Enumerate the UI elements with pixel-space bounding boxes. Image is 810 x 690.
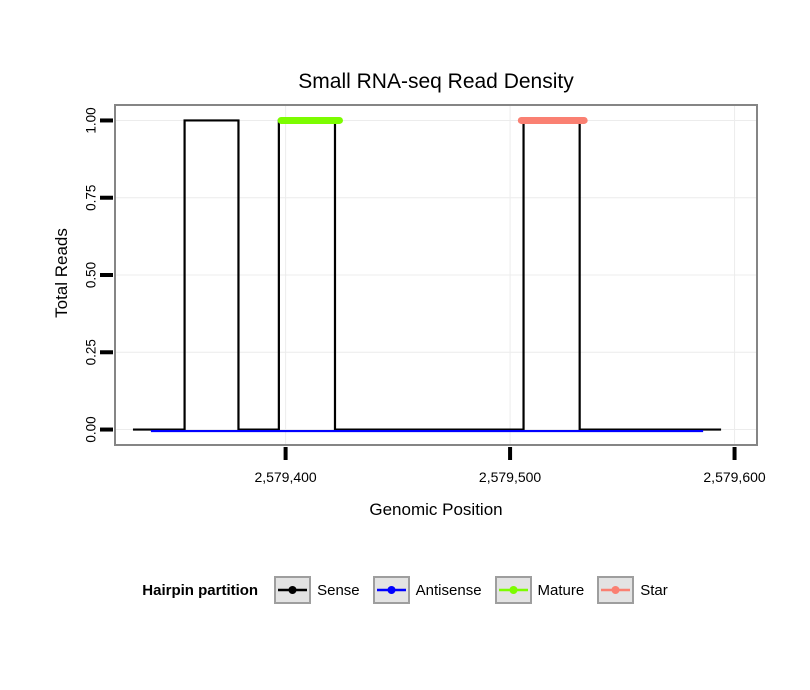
legend-title: Hairpin partition — [142, 581, 259, 599]
panel-border — [114, 104, 758, 446]
line-point-glyph — [601, 586, 631, 594]
x-tick — [732, 447, 737, 460]
x-tick-label: 2,579,600 — [703, 469, 765, 485]
legend: Hairpin partition Sense Antisense Mature St… — [0, 576, 810, 604]
x-tick — [508, 447, 513, 460]
legend-entry-label: Star — [640, 581, 668, 599]
legend-key-antisense — [372, 576, 410, 604]
y-tick-label: 1.00 — [84, 107, 99, 133]
legend-entry-label: Sense — [317, 581, 360, 599]
legend-entry-label: Mature — [537, 581, 585, 599]
x-tick-label: 2,579,400 — [254, 469, 316, 485]
y-tick-label: 0.25 — [84, 339, 99, 365]
legend-key-star — [597, 576, 635, 604]
legend-key-sense — [274, 576, 312, 604]
legend-entry-antisense: Antisense — [372, 576, 482, 604]
plot-svg: 0.00 0.25 0.50 0.75 1.00 2,579,400 2,579,500 2,… — [84, 104, 766, 485]
x-axis-title: Genomic Position — [369, 500, 503, 519]
y-tick — [100, 118, 113, 123]
y-tick-label: 0.75 — [84, 185, 99, 211]
y-tick — [100, 427, 113, 432]
legend-key-mature — [494, 576, 532, 604]
line-point-glyph — [278, 586, 308, 594]
line-point-glyph — [498, 586, 528, 594]
y-tick — [100, 195, 113, 200]
y-tick-label: 0.50 — [84, 262, 99, 288]
y-tick-label: 0.00 — [84, 416, 99, 442]
chart-title: Small RNA-seq Read Density — [298, 70, 574, 93]
legend-entry-star: Star — [597, 576, 668, 604]
legend-entries: Sense Antisense Mature Star — [274, 576, 668, 604]
x-tick — [283, 447, 288, 460]
x-tick-label: 2,579,500 — [479, 469, 541, 485]
y-tick — [100, 273, 113, 277]
legend-entry-sense: Sense — [274, 576, 360, 604]
line-point-glyph — [376, 586, 406, 594]
y-axis-title: Total Reads — [52, 228, 71, 318]
legend-entry-mature: Mature — [494, 576, 585, 604]
legend-entry-label: Antisense — [415, 581, 482, 599]
y-tick — [100, 350, 113, 355]
